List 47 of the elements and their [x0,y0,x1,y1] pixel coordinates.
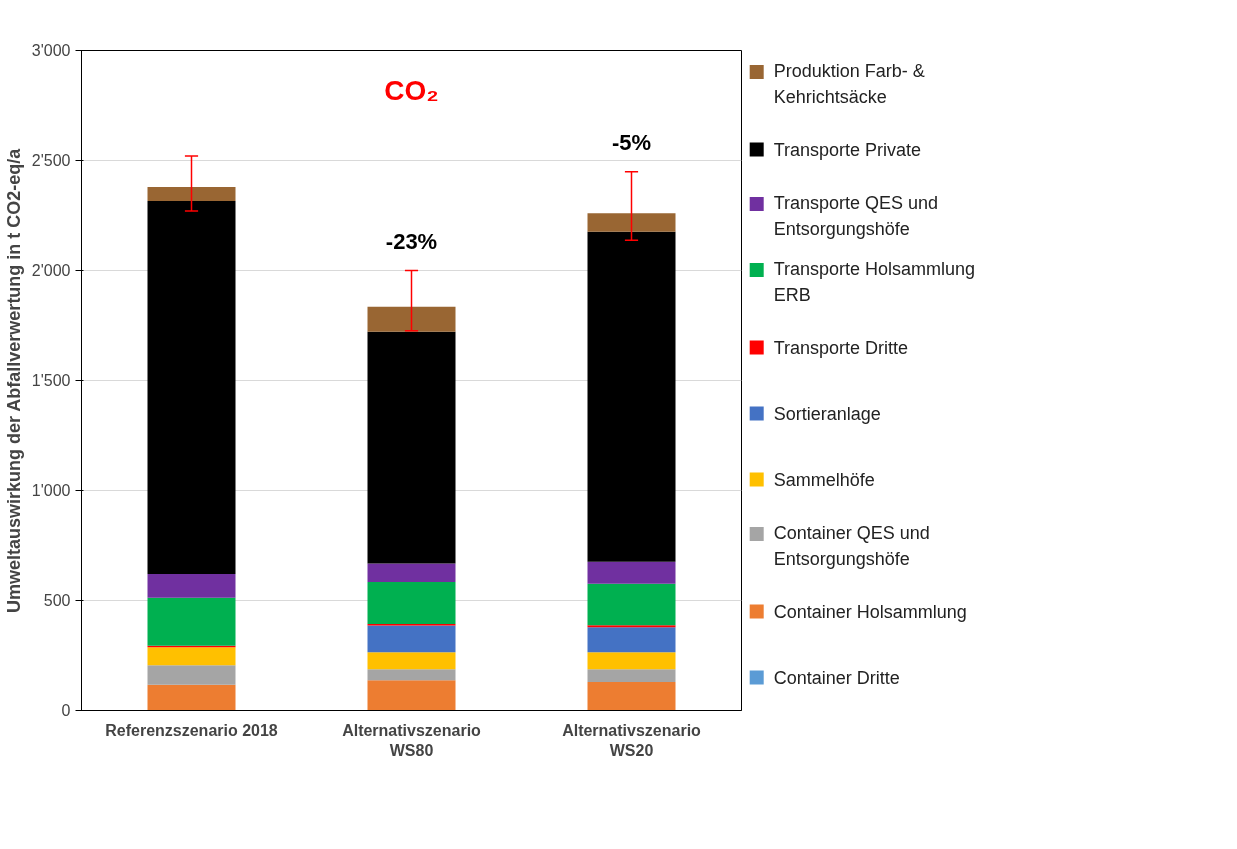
bar [367,669,456,681]
x-tick-label: Alternativszenario WS80 [342,721,482,759]
bar [147,597,236,646]
bar [587,681,676,711]
legend-label: Sortieranlage [773,403,881,424]
bar [587,213,676,232]
bar [367,680,456,711]
legend-label: Container Dritte [773,667,900,688]
y-tick-label: 500 [43,592,71,609]
bar [147,200,236,575]
bar [147,574,236,598]
bar [367,625,456,653]
y-tick-label: 3'000 [31,42,71,59]
bar [587,652,676,670]
bar [147,186,236,201]
bar [147,665,236,685]
legend-label: Sammelhöfe [773,469,875,490]
legend-label: Transporte Holsammlung ERB [773,258,976,305]
bar [367,582,456,625]
legend-label: Container QES und Entsorgungshöfe [773,522,930,569]
legend-label: Produktion Farb- & Kehrichtsäcke [773,60,925,107]
x-tick-label: Referenzszenario 2018 [105,721,278,739]
bar [147,684,236,711]
bar [147,647,236,666]
legend-label: Transporte Dritte [773,337,909,358]
y-axis-title: Umweltauswirkung der Abfallverwertung in t CO2-eq/a [3,147,24,614]
bar [587,561,676,584]
bar [367,331,456,564]
y-tick-label: 1'500 [31,372,71,389]
annotation: -5% [611,130,652,156]
legend-label: Transporte Private [773,139,922,160]
annotation: -23% [385,229,438,254]
bar [587,231,676,562]
bar [587,583,676,626]
bar [587,669,676,682]
y-tick-label: 0 [61,702,71,719]
y-tick-label: 2'500 [31,152,71,169]
bar [367,652,456,670]
text: CO₂ [384,74,439,106]
y-tick-label: 1'000 [31,482,71,499]
x-tick-label: Alternativszenario WS20 [562,721,702,759]
bar [367,563,456,583]
legend-label: Container Holsammlung [773,601,967,622]
bar [587,627,676,653]
y-tick-label: 2'000 [31,262,71,279]
legend-label: Transporte QES und Entsorgungshöfe [773,192,939,239]
bar [367,306,456,332]
